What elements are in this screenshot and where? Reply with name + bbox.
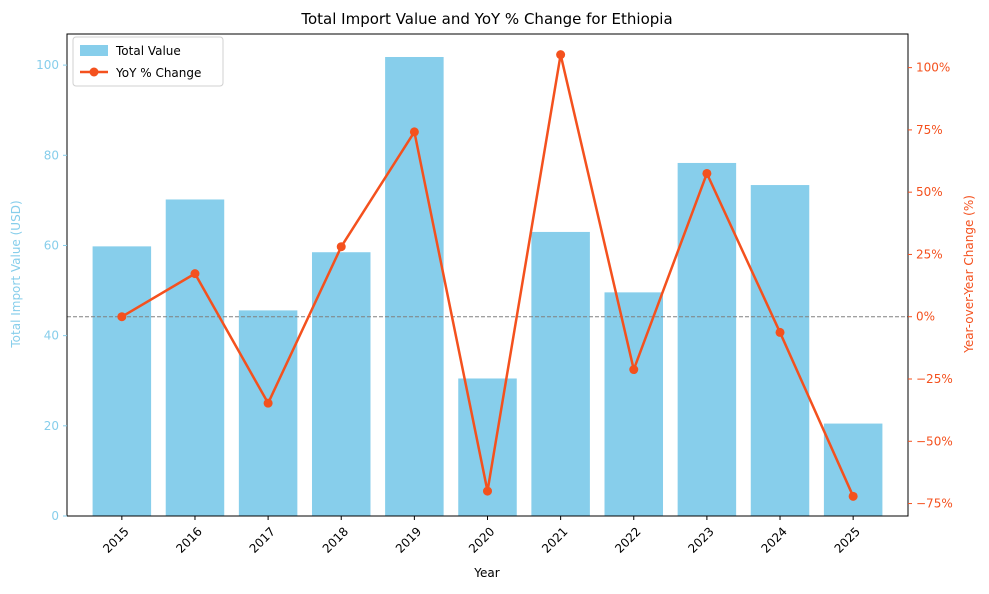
y-right-tick-label-50: 50% (916, 185, 943, 199)
y-left-axis-label: Total Import Value (USD) (9, 200, 23, 348)
bar-2024 (750, 185, 810, 516)
bar-2018 (311, 252, 371, 517)
y-right-tick-label-100: 100% (916, 61, 950, 75)
x-tick-label-2021: 2021 (539, 524, 570, 555)
x-tick-label-2020: 2020 (466, 524, 497, 555)
x-tick-label-2024: 2024 (758, 524, 789, 555)
yoy-point-2022 (629, 365, 639, 375)
y-right-tick-label--75: −75% (916, 497, 953, 511)
y-right-tick-label--25: −25% (916, 372, 953, 386)
y-right-tick-label-0: 0% (916, 310, 935, 324)
y-right-tick-label--50: −50% (916, 434, 953, 448)
x-tick-label-2018: 2018 (320, 524, 351, 555)
y-left-tick-label-40: 40 (44, 329, 59, 343)
x-tick-label-2019: 2019 (393, 524, 424, 555)
legend-label-total-value: Total Value (115, 44, 181, 58)
y-right-tick-label-25: 25% (916, 247, 943, 261)
x-tick-label-2023: 2023 (685, 524, 716, 555)
x-tick-label-2016: 2016 (173, 524, 204, 555)
yoy-point-2015 (117, 312, 127, 322)
yoy-point-2018 (336, 242, 346, 252)
y-right-tick-label-75: 75% (916, 123, 943, 137)
yoy-point-2024 (775, 327, 785, 337)
y-left-tick-label-0: 0 (51, 509, 59, 523)
bar-2015 (92, 246, 152, 516)
yoy-point-2021 (556, 50, 566, 60)
legend-bar-swatch (80, 45, 108, 56)
bar-2023 (677, 162, 737, 516)
yoy-point-2017 (263, 398, 273, 408)
x-tick-label-2025: 2025 (832, 524, 863, 555)
legend: Total Value YoY % Change (72, 36, 224, 87)
yoy-point-2019 (409, 127, 419, 137)
chart-title: Total Import Value and YoY % Change for … (300, 10, 672, 28)
x-tick-label-2022: 2022 (612, 524, 643, 555)
bar-2017 (238, 310, 298, 516)
legend-line-marker (89, 67, 99, 77)
bar-2022 (604, 292, 664, 516)
y-left-tick-label-20: 20 (44, 419, 59, 433)
legend-label-yoy-change: YoY % Change (115, 66, 201, 80)
bar-2021 (531, 231, 590, 516)
bar-2016 (165, 199, 225, 517)
bar-2019 (385, 56, 444, 516)
bar-2025 (823, 423, 883, 516)
x-tick-label-2017: 2017 (247, 524, 278, 555)
yoy-point-2023 (702, 168, 712, 178)
yoy-point-2020 (483, 486, 492, 496)
y-left-tick-label-60: 60 (44, 238, 59, 252)
x-axis-label: Year (473, 566, 499, 580)
x-tick-label-2015: 2015 (100, 524, 131, 555)
y-left-tick-label-80: 80 (44, 148, 59, 162)
yoy-point-2025 (848, 491, 858, 501)
yoy-point-2016 (190, 269, 200, 279)
y-left-tick-label-100: 100 (36, 58, 59, 72)
y-right-axis-label: Year-over-Year Change (%) (962, 195, 976, 354)
